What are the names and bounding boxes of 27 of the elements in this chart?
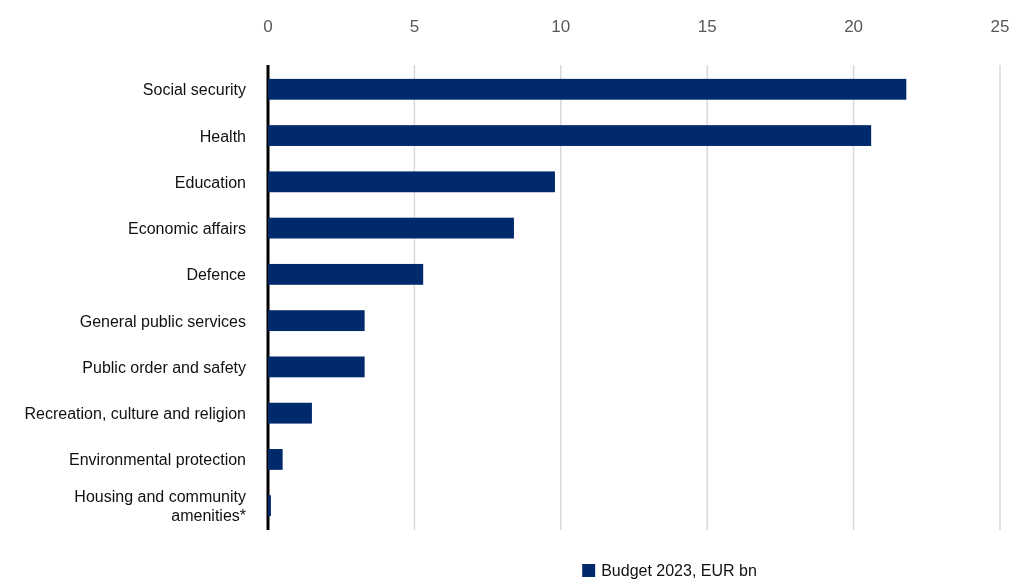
x-tick-label: 25	[990, 17, 1010, 36]
x-tick-label: 15	[697, 17, 717, 36]
x-tick-label: 20	[844, 17, 864, 36]
y-tick-label: Education	[174, 173, 246, 191]
legend-label: Budget 2023, EUR bn	[601, 562, 757, 579]
y-tick-label: Housing and community amenities*	[74, 488, 246, 525]
bar	[268, 125, 872, 146]
y-tick-label: Health	[199, 127, 246, 145]
y-tick-label: Environmental protection	[69, 451, 246, 469]
y-tick-label: Recreation, culture and religion	[24, 405, 246, 423]
bar	[268, 217, 514, 239]
y-tick-label: Economic affairs	[128, 220, 246, 238]
y-tick-label: Public order and safety	[82, 358, 246, 376]
x-tick-label: 5	[409, 17, 420, 36]
bar	[268, 356, 365, 378]
x-tick-label: 10	[551, 17, 571, 36]
y-tick-label: Defence	[186, 266, 247, 284]
bar	[268, 402, 312, 424]
bar	[268, 263, 424, 285]
bar	[268, 449, 283, 470]
y-tick-label: General public services	[79, 312, 246, 330]
bar	[268, 78, 907, 100]
bar	[268, 495, 271, 517]
bar	[268, 171, 555, 193]
bar	[268, 310, 365, 332]
y-tick-label: Social security	[142, 81, 246, 99]
x-tick-label: 0	[263, 17, 273, 36]
